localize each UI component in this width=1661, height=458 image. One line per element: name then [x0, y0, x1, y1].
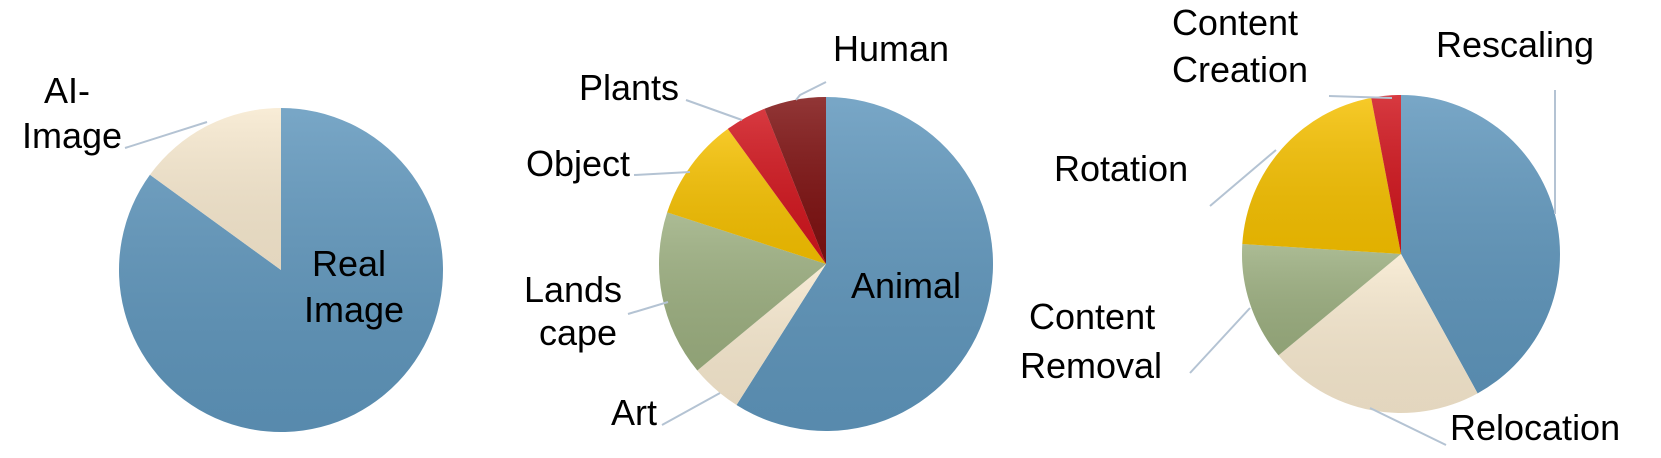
slice-label-art: Art — [611, 392, 657, 433]
pie-slice-shade-plants — [727, 108, 826, 264]
pie-slices — [119, 108, 444, 432]
pie-slices — [658, 96, 994, 431]
pie-slice-shade-rescaling — [1401, 95, 1560, 394]
slice-label-content-removal: Content Removal — [1020, 296, 1165, 386]
pie-chart-category: Human Plants Object Lands cape Art Anima… — [524, 28, 994, 433]
leader-line-relocation — [1369, 407, 1447, 446]
slice-label-rescaling: Rescaling — [1436, 24, 1594, 65]
pie-slice-shade-art — [697, 264, 826, 405]
pie-slice-shade-animal — [736, 96, 994, 431]
leader-line-content-removal — [1189, 307, 1251, 374]
pie-slice-shade-rotation — [1242, 97, 1401, 254]
slice-label-animal: Animal — [851, 265, 961, 306]
pie-chart-manipulation: Content Creation Rescaling Rotation Cont… — [1020, 2, 1620, 448]
pie-chart-source: AI- Image Real Image — [22, 70, 444, 432]
leader-line-art — [661, 392, 721, 426]
slice-label-landscape: Lands cape — [524, 269, 632, 353]
pie-slice-shade-relocation — [1278, 254, 1478, 413]
pie-slice-shade-content-removal — [1241, 244, 1401, 356]
leader-line-object — [633, 171, 691, 176]
slice-label-content-creation: Content Creation — [1172, 2, 1308, 90]
leader-line-ai-image — [124, 121, 208, 149]
pie-slice-shade-content-creation — [1371, 95, 1401, 254]
slice-label-relocation: Relocation — [1450, 407, 1620, 448]
pie-slice-shade-human — [764, 97, 826, 264]
slice-label-object: Object — [526, 143, 630, 184]
slice-label-rotation: Rotation — [1054, 148, 1188, 189]
slice-label-real-image: Real Image — [304, 243, 404, 330]
pie-slice-shade-real-image — [119, 108, 444, 432]
pie-slice-shade-object — [667, 128, 826, 264]
leader-line-landscape — [627, 301, 669, 315]
slice-label-ai-image: AI- Image — [22, 70, 122, 156]
leader-line-rotation — [1209, 149, 1277, 207]
leader-line-plants — [685, 99, 743, 121]
slice-label-plants: Plants — [579, 67, 679, 108]
slice-label-human: Human — [833, 28, 949, 69]
leader-line-content-creation — [1328, 95, 1393, 99]
leader-line-human — [795, 81, 827, 101]
pie-slices — [1241, 95, 1560, 413]
pie-slice-shade-ai-image — [149, 108, 281, 270]
pie-slice-shade-landscape — [658, 212, 826, 371]
